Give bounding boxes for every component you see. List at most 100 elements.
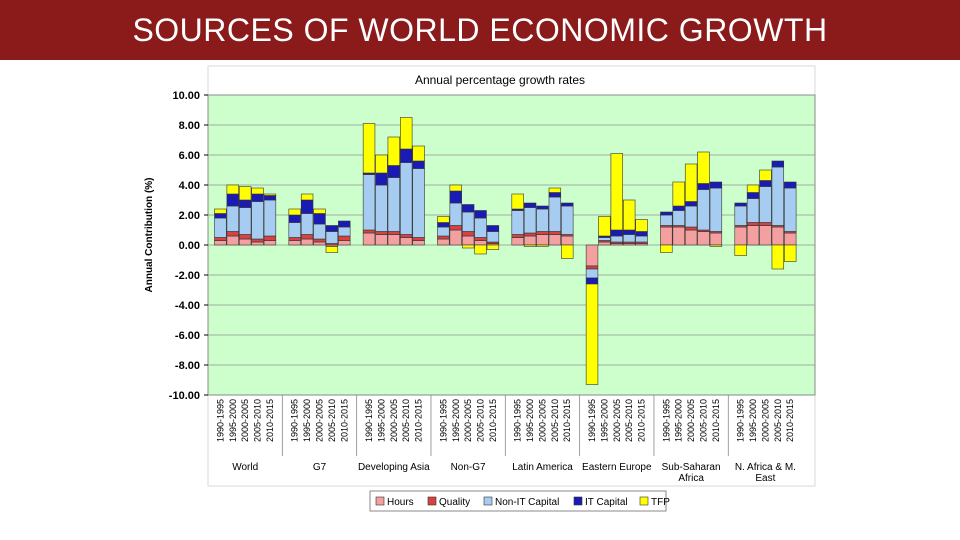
bar-segment-quality (226, 231, 239, 237)
bar-segment-it-capital (437, 222, 450, 228)
bar-segment-it-capital (288, 214, 301, 223)
bar-segment-non-it-capital (511, 210, 524, 235)
bar-segment-quality (536, 231, 549, 235)
y-tick-label: -8.00 (175, 360, 200, 372)
bar-segment-non-it-capital (461, 211, 475, 232)
bar-segment-tfp (610, 153, 623, 231)
bar-segment-tfp (251, 187, 264, 195)
bar-segment-it-capital (400, 148, 413, 163)
bar-segment-hours (585, 244, 599, 267)
bar-segment-tfp (474, 244, 487, 255)
bar-segment-it-capital (474, 210, 487, 219)
bar-segment-tfp (672, 181, 685, 207)
legend-label: IT Capital (585, 497, 628, 508)
bar-segment-hours (214, 240, 227, 246)
group-label: Latin America (512, 462, 573, 473)
bar-segment-tfp (635, 219, 648, 232)
bar-segment-it-capital (734, 202, 747, 207)
y-tick-label: 10.00 (172, 90, 200, 102)
period-label: 2005-2010 (550, 399, 560, 442)
period-label: 2005-2010 (624, 399, 634, 442)
period-label: 1995-2000 (228, 399, 238, 442)
legend-label: Non-IT Capital (495, 497, 559, 508)
bar-segment-tfp (660, 244, 673, 253)
bar-segment-non-it-capital (709, 187, 723, 232)
bar-segment-hours (660, 226, 673, 246)
period-label: 2010-2015 (265, 399, 275, 442)
bar-segment-tfp (598, 216, 611, 237)
bar-segment-hours (437, 238, 450, 246)
period-label: 2010-2015 (414, 399, 424, 442)
group-label: Sub-Saharan Africa (662, 462, 721, 484)
period-label: 1995-2000 (748, 399, 758, 442)
bar-segment-quality (449, 225, 462, 231)
bar-segment-it-capital (412, 160, 425, 169)
bar-segment-non-it-capital (263, 199, 277, 237)
bar-segment-quality (400, 234, 413, 238)
bar-segment-it-capital (449, 190, 462, 204)
bar-segment-quality (214, 237, 227, 241)
bar-segment-non-it-capital (548, 196, 562, 232)
period-label: 2010-2015 (488, 399, 498, 442)
group-label: G7 (313, 462, 327, 473)
period-label: 2010-2015 (637, 399, 647, 442)
bar-segment-non-it-capital (437, 226, 450, 237)
y-axis-label: Annual Contribution (%) (144, 178, 155, 293)
bar-segment-tfp (523, 244, 537, 247)
bar-segment-it-capital (325, 225, 339, 232)
bar-segment-tfp (437, 216, 450, 223)
bar-segment-tfp (263, 193, 277, 196)
bar-segment-quality (288, 237, 301, 241)
bar-segment-it-capital (263, 195, 277, 201)
bar-segment-non-it-capital (288, 222, 301, 238)
bar-segment-hours (684, 229, 698, 246)
group-label: Eastern Europe (582, 462, 652, 473)
bar-segment-hours (338, 240, 351, 246)
period-label: 2000-2005 (760, 399, 770, 442)
bar-segment-hours (746, 225, 760, 246)
bar-segment-tfp (300, 193, 314, 201)
y-tick-label: 6.00 (179, 150, 200, 162)
period-label: 1995-2000 (302, 399, 312, 442)
bar-segment-hours (548, 234, 562, 246)
bar-segment-tfp (238, 186, 252, 201)
legend-swatch (427, 496, 437, 506)
period-label: 1995-2000 (599, 399, 609, 442)
bar-segment-tfp (759, 169, 772, 181)
bar-segment-hours (251, 241, 264, 246)
bar-segment-non-it-capital (585, 268, 599, 279)
group-label: Developing Asia (358, 462, 430, 473)
bar-segment-non-it-capital (226, 205, 239, 232)
title-bar (0, 0, 960, 60)
bar-segment-quality (474, 237, 487, 241)
bar-segment-it-capital (313, 213, 326, 225)
period-label: 2005-2010 (773, 399, 783, 442)
bar-segment-it-capital (709, 181, 723, 189)
bar-segment-tfp (734, 244, 747, 256)
bar-segment-it-capital (387, 165, 400, 178)
period-label: 2010-2015 (785, 399, 795, 442)
y-tick-label: 8.00 (179, 120, 200, 132)
bar-segment-it-capital (561, 202, 574, 207)
bar-segment-tfp (461, 244, 475, 249)
bar-segment-it-capital (585, 277, 599, 285)
y-tick-label: -2.00 (175, 270, 200, 282)
bar-segment-non-it-capital (300, 213, 314, 235)
legend-swatch (375, 496, 385, 506)
y-tick-label: -6.00 (175, 330, 200, 342)
period-label: 1990-1995 (661, 399, 671, 442)
bar-segment-it-capital (548, 192, 562, 198)
bar-segment-non-it-capital (610, 235, 623, 243)
bar-segment-tfp (622, 199, 636, 231)
bar-segment-it-capital (759, 180, 772, 187)
bar-segment-hours (536, 234, 549, 246)
bar-segment-it-capital (635, 231, 648, 237)
legend-swatch (573, 496, 583, 506)
bar-segment-it-capital (536, 205, 549, 210)
bar-segment-non-it-capital (746, 198, 760, 223)
bar-segment-non-it-capital (362, 174, 376, 231)
legend (369, 490, 667, 512)
bar-segment-hours (697, 231, 710, 246)
legend-label: Hours (387, 497, 414, 508)
bar-segment-hours (561, 235, 574, 246)
